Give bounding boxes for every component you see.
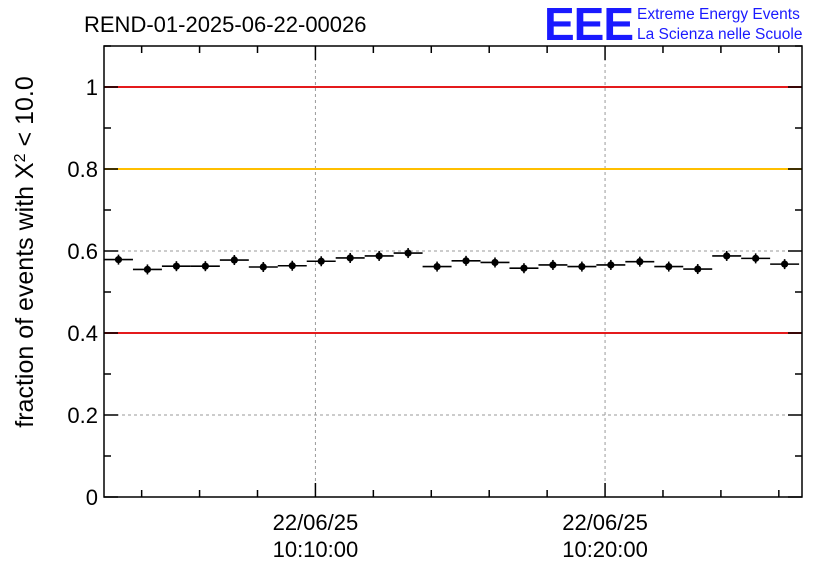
axis-ticks xyxy=(104,45,802,498)
data-point xyxy=(752,254,760,262)
data-series xyxy=(104,248,800,275)
plot-frame xyxy=(103,45,803,498)
data-point xyxy=(114,256,123,264)
data-point xyxy=(288,262,296,270)
data-point xyxy=(462,257,470,265)
y-tick-label: 0.6 xyxy=(67,239,98,264)
y-tick-label: 1 xyxy=(86,75,98,100)
data-point xyxy=(230,256,238,264)
x-tick-date: 22/06/25 xyxy=(273,510,359,535)
y-tick-label: 0.4 xyxy=(67,321,98,346)
data-point xyxy=(578,262,586,271)
data-point xyxy=(549,261,557,269)
y-axis-title-rest: < 10.0 xyxy=(11,76,39,153)
data-point xyxy=(172,262,181,270)
x-tick-time: 10:10:00 xyxy=(273,537,359,562)
data-point xyxy=(259,263,267,271)
data-point xyxy=(317,257,325,265)
logo-mark: EEE xyxy=(544,0,633,50)
x-tick-date: 22/06/25 xyxy=(562,510,648,535)
data-point xyxy=(694,265,702,273)
logo-line-2: La Scienza nelle Scuole xyxy=(637,26,802,43)
data-point xyxy=(607,261,615,269)
y-axis-title-main: fraction of events with X xyxy=(11,162,39,428)
data-point xyxy=(723,252,731,260)
data-point xyxy=(404,249,412,257)
data-point xyxy=(665,262,673,271)
data-point xyxy=(201,262,209,270)
y-tick-label: 0 xyxy=(86,485,98,510)
data-point xyxy=(636,258,644,266)
y-axis-title: fraction of events with X2 < 10.0 xyxy=(11,76,39,427)
data-point xyxy=(346,254,354,262)
y-axis-title-sup: 2 xyxy=(12,153,29,162)
eee-logo: EEE Extreme Energy Events La Scienza nel… xyxy=(544,0,802,50)
data-point xyxy=(520,264,528,272)
y-tick-label: 0.8 xyxy=(67,157,98,182)
data-point xyxy=(491,258,499,267)
data-point xyxy=(433,262,441,271)
data-point xyxy=(781,260,789,268)
data-point xyxy=(143,265,152,274)
data-point xyxy=(375,252,383,260)
logo-line-1: Extreme Energy Events xyxy=(637,6,800,23)
reference-lines xyxy=(104,86,802,334)
chart-title: REND-01-2025-06-22-00026 xyxy=(84,12,367,37)
y-tick-label: 0.2 xyxy=(67,403,98,428)
x-tick-time: 10:20:00 xyxy=(562,537,648,562)
axis-tick-labels: 00.20.40.60.8122/06/2510:10:0022/06/2510… xyxy=(67,75,647,562)
